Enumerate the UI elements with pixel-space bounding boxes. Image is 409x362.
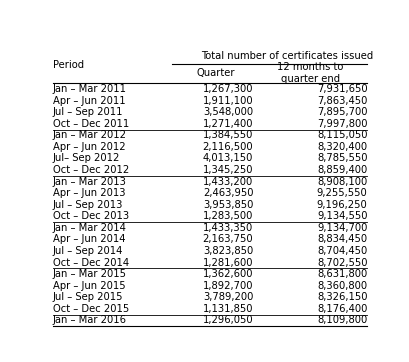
Text: Oct – Dec 2012: Oct – Dec 2012 — [53, 165, 129, 175]
Text: Jan – Mar 2011: Jan – Mar 2011 — [53, 84, 127, 94]
Text: Jul– Sep 2012: Jul– Sep 2012 — [53, 153, 120, 164]
Text: 9,134,700: 9,134,700 — [317, 223, 367, 233]
Text: 9,196,250: 9,196,250 — [317, 200, 367, 210]
Text: 8,115,050: 8,115,050 — [317, 130, 367, 140]
Text: Apr – Jun 2011: Apr – Jun 2011 — [53, 96, 125, 106]
Text: Jul – Sep 2013: Jul – Sep 2013 — [53, 200, 123, 210]
Text: Jan – Mar 2016: Jan – Mar 2016 — [53, 315, 127, 325]
Text: 8,109,800: 8,109,800 — [317, 315, 367, 325]
Text: 1,283,500: 1,283,500 — [203, 211, 253, 221]
Text: 7,895,700: 7,895,700 — [317, 107, 367, 117]
Text: Total number of certificates issued: Total number of certificates issued — [201, 51, 373, 61]
Text: 9,255,550: 9,255,550 — [317, 188, 367, 198]
Text: 1,362,600: 1,362,600 — [203, 269, 253, 279]
Text: 2,116,500: 2,116,500 — [203, 142, 253, 152]
Text: 3,548,000: 3,548,000 — [203, 107, 253, 117]
Text: Oct – Dec 2015: Oct – Dec 2015 — [53, 304, 129, 314]
Text: 8,631,800: 8,631,800 — [317, 269, 367, 279]
Text: 7,997,800: 7,997,800 — [317, 119, 367, 129]
Text: 4,013,150: 4,013,150 — [203, 153, 253, 164]
Text: Jan – Mar 2012: Jan – Mar 2012 — [53, 130, 127, 140]
Text: 7,863,450: 7,863,450 — [317, 96, 367, 106]
Text: 1,345,250: 1,345,250 — [203, 165, 253, 175]
Text: 1,281,600: 1,281,600 — [203, 258, 253, 268]
Text: 8,176,400: 8,176,400 — [317, 304, 367, 314]
Text: 3,789,200: 3,789,200 — [203, 292, 253, 302]
Text: Jan – Mar 2015: Jan – Mar 2015 — [53, 269, 127, 279]
Text: 8,834,450: 8,834,450 — [317, 235, 367, 244]
Text: Jul – Sep 2015: Jul – Sep 2015 — [53, 292, 123, 302]
Text: 1,892,700: 1,892,700 — [203, 281, 253, 291]
Text: 8,702,550: 8,702,550 — [317, 258, 367, 268]
Text: 2,463,950: 2,463,950 — [203, 188, 253, 198]
Text: Quarter: Quarter — [197, 68, 235, 78]
Text: Oct – Dec 2014: Oct – Dec 2014 — [53, 258, 129, 268]
Text: 8,326,150: 8,326,150 — [317, 292, 367, 302]
Text: 8,859,400: 8,859,400 — [317, 165, 367, 175]
Text: Jan – Mar 2013: Jan – Mar 2013 — [53, 177, 126, 187]
Text: 1,267,300: 1,267,300 — [203, 84, 253, 94]
Text: 1,911,100: 1,911,100 — [203, 96, 253, 106]
Text: 1,433,350: 1,433,350 — [203, 223, 253, 233]
Text: 7,931,650: 7,931,650 — [317, 84, 367, 94]
Text: 3,953,850: 3,953,850 — [203, 200, 253, 210]
Text: Apr – Jun 2014: Apr – Jun 2014 — [53, 235, 125, 244]
Text: 9,134,550: 9,134,550 — [317, 211, 367, 221]
Text: Period: Period — [53, 60, 84, 71]
Text: 3,823,850: 3,823,850 — [203, 246, 253, 256]
Text: Apr – Jun 2015: Apr – Jun 2015 — [53, 281, 125, 291]
Text: Jul – Sep 2011: Jul – Sep 2011 — [53, 107, 123, 117]
Text: 1,296,050: 1,296,050 — [203, 315, 253, 325]
Text: 8,785,550: 8,785,550 — [317, 153, 367, 164]
Text: 1,131,850: 1,131,850 — [203, 304, 253, 314]
Text: Apr – Jun 2012: Apr – Jun 2012 — [53, 142, 125, 152]
Text: 1,384,550: 1,384,550 — [203, 130, 253, 140]
Text: 8,908,100: 8,908,100 — [317, 177, 367, 187]
Text: Jul – Sep 2014: Jul – Sep 2014 — [53, 246, 123, 256]
Text: 1,433,200: 1,433,200 — [203, 177, 253, 187]
Text: 1,271,400: 1,271,400 — [203, 119, 253, 129]
Text: 8,704,450: 8,704,450 — [317, 246, 367, 256]
Text: Oct – Dec 2013: Oct – Dec 2013 — [53, 211, 129, 221]
Text: 8,320,400: 8,320,400 — [317, 142, 367, 152]
Text: Apr – Jun 2013: Apr – Jun 2013 — [53, 188, 125, 198]
Text: 12 months to
quarter end: 12 months to quarter end — [277, 62, 344, 84]
Text: Jan – Mar 2014: Jan – Mar 2014 — [53, 223, 126, 233]
Text: 8,360,800: 8,360,800 — [317, 281, 367, 291]
Text: Oct – Dec 2011: Oct – Dec 2011 — [53, 119, 129, 129]
Text: 2,163,750: 2,163,750 — [203, 235, 253, 244]
